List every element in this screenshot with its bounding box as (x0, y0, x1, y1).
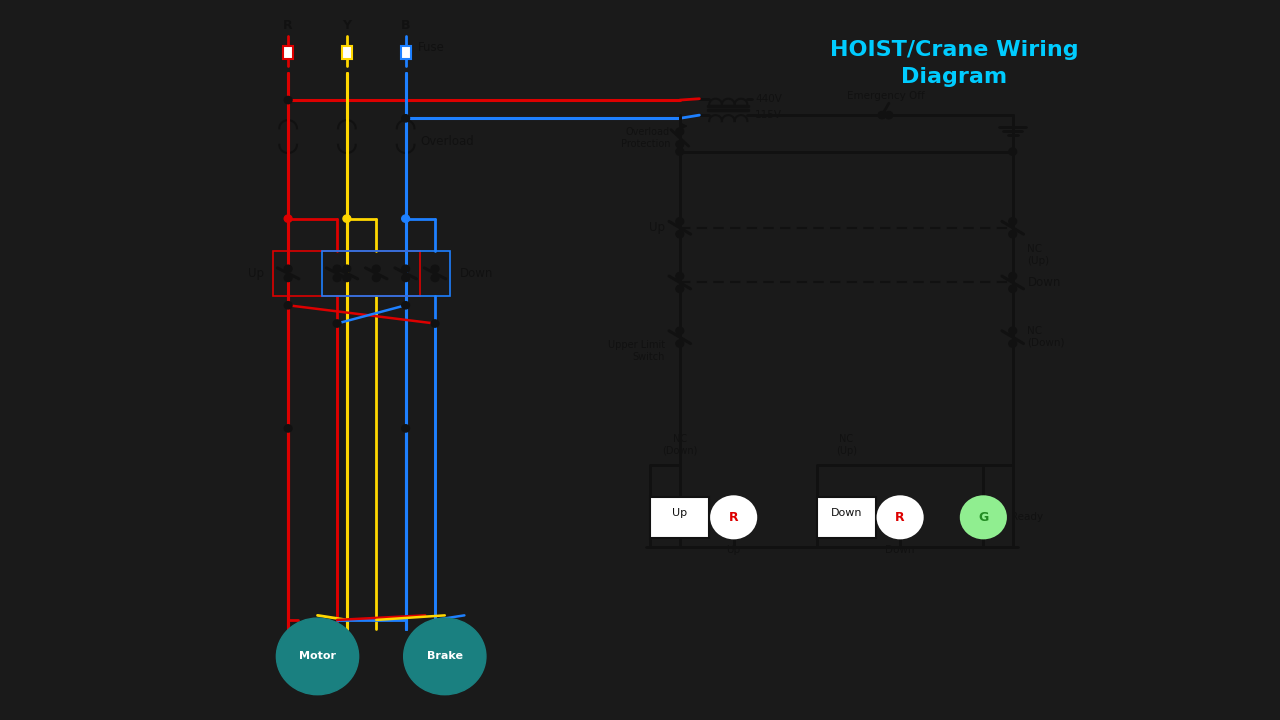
Circle shape (431, 320, 439, 327)
Circle shape (884, 112, 892, 119)
Text: Fuse: Fuse (419, 41, 445, 54)
Circle shape (284, 265, 292, 272)
Circle shape (284, 96, 292, 104)
Text: NC
(Down): NC (Down) (1028, 326, 1065, 348)
Text: Ready: Ready (1011, 513, 1043, 522)
Circle shape (343, 265, 351, 272)
FancyBboxPatch shape (283, 46, 293, 59)
Circle shape (878, 496, 923, 539)
Text: 440V: 440V (755, 94, 782, 104)
Circle shape (1009, 285, 1016, 292)
Circle shape (676, 272, 684, 280)
Circle shape (676, 327, 684, 335)
Circle shape (402, 274, 410, 282)
Circle shape (402, 114, 410, 122)
Text: HOIST/Crane Wiring
Diagram: HOIST/Crane Wiring Diagram (829, 40, 1078, 87)
Circle shape (431, 265, 439, 272)
Circle shape (961, 496, 1006, 539)
Text: Up: Up (247, 267, 264, 280)
FancyBboxPatch shape (650, 497, 709, 538)
Text: Down: Down (1028, 276, 1061, 289)
Text: Up: Up (727, 545, 741, 555)
Text: 115V: 115V (755, 110, 782, 120)
Text: R: R (895, 510, 905, 524)
FancyBboxPatch shape (342, 46, 352, 59)
Circle shape (676, 148, 684, 156)
Text: R: R (283, 19, 293, 32)
Circle shape (372, 274, 380, 282)
Text: G: G (978, 510, 988, 524)
Text: Emergency Off: Emergency Off (846, 91, 924, 101)
Circle shape (676, 217, 684, 225)
Text: Overload: Overload (420, 135, 474, 148)
Circle shape (878, 112, 886, 119)
Circle shape (676, 285, 684, 292)
Circle shape (333, 320, 340, 327)
Text: Y: Y (342, 19, 352, 32)
Text: NC
(Up): NC (Up) (836, 434, 856, 456)
FancyBboxPatch shape (817, 497, 876, 538)
Circle shape (1009, 217, 1016, 225)
Circle shape (276, 618, 358, 695)
Circle shape (284, 274, 292, 282)
Text: Upper Limit
Switch: Upper Limit Switch (608, 340, 666, 361)
Text: Down: Down (460, 267, 493, 280)
Text: Up: Up (649, 221, 666, 234)
Text: R: R (728, 510, 739, 524)
Circle shape (1009, 230, 1016, 238)
Circle shape (402, 425, 410, 432)
Circle shape (431, 274, 439, 282)
Circle shape (333, 274, 340, 282)
Circle shape (403, 618, 486, 695)
Circle shape (1009, 148, 1016, 156)
Circle shape (333, 265, 340, 272)
Circle shape (1009, 272, 1016, 280)
Circle shape (402, 265, 410, 272)
Circle shape (372, 265, 380, 272)
Circle shape (1009, 327, 1016, 335)
Circle shape (343, 215, 351, 222)
Text: NC
(Up): NC (Up) (1028, 244, 1050, 266)
Text: Overload
Protection: Overload Protection (621, 127, 669, 149)
Circle shape (284, 425, 292, 432)
Text: Up: Up (672, 508, 687, 518)
Circle shape (676, 128, 684, 135)
Text: NC
(Down): NC (Down) (662, 434, 698, 456)
Circle shape (676, 230, 684, 238)
Circle shape (676, 340, 684, 347)
Text: Down: Down (831, 508, 861, 518)
Text: Brake: Brake (426, 652, 463, 662)
Text: B: B (401, 19, 411, 32)
Circle shape (712, 496, 756, 539)
Circle shape (676, 140, 684, 148)
Circle shape (1009, 340, 1016, 347)
Circle shape (402, 302, 410, 309)
Circle shape (284, 302, 292, 309)
Text: Motor: Motor (300, 652, 337, 662)
Text: Down: Down (886, 545, 915, 555)
Circle shape (343, 274, 351, 282)
FancyBboxPatch shape (401, 46, 411, 59)
Circle shape (284, 215, 292, 222)
Circle shape (402, 215, 410, 222)
